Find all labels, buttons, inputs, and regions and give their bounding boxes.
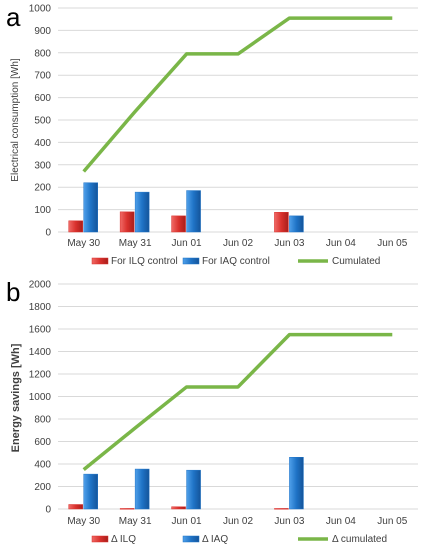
y-tick-label: 900 [34, 26, 51, 37]
x-tick-label: Jun 04 [326, 516, 356, 527]
x-tick-label: Jun 02 [223, 516, 253, 527]
bar-red [171, 506, 186, 510]
bar-blue [186, 190, 201, 233]
bar-red [274, 212, 289, 233]
x-tick-labels-a: May 30 May 31 Jun 01 Jun 02 Jun 03 Jun 04 Jun … [67, 238, 407, 249]
panel-label-a: a [6, 2, 21, 32]
y-tick-label: 200 [34, 183, 51, 194]
x-tick-label: May 31 [119, 238, 152, 249]
chart-panel-b: b Energy savings [Wh] 0 200 400 600 800 1000 1… [6, 277, 418, 545]
gridlines-a [58, 7, 418, 233]
y-tick-label: 0 [45, 228, 51, 239]
x-tick-label: Jun 03 [274, 238, 304, 249]
bar-blue [83, 182, 98, 233]
y-tick-label: 500 [34, 116, 51, 127]
y-tick-label: 100 [34, 205, 51, 216]
x-tick-label: May 30 [67, 238, 100, 249]
x-tick-label: Jun 01 [172, 238, 202, 249]
y-tick-label: 400 [34, 460, 51, 471]
y-tick-label: 600 [34, 93, 51, 104]
bar-blue [83, 473, 98, 510]
chart-panel-a: a Electrical consumption [Wh] 0 100 200 300… [6, 2, 418, 267]
legend-swatch [182, 535, 200, 543]
x-tick-label: Jun 03 [274, 516, 304, 527]
bar-blue [289, 457, 304, 510]
x-tick-label: Jun 04 [326, 238, 356, 249]
legend-swatch [182, 257, 200, 265]
x-tick-label: Jun 01 [172, 516, 202, 527]
bar-blue [289, 215, 304, 233]
legend-swatch [91, 535, 109, 543]
legend-a: For ILQ control For IAQ control Cumulated [91, 256, 380, 267]
y-tick-label: 1400 [29, 347, 52, 358]
x-tick-label: Jun 02 [223, 238, 253, 249]
y-axis-label-b: Energy savings [Wh] [10, 343, 22, 452]
legend-label: Δ ILQ [111, 534, 136, 545]
bar-red [119, 211, 135, 233]
legend-label: Δ IAQ [202, 534, 228, 545]
legend-label: For ILQ control [111, 256, 178, 267]
y-tick-label: 0 [45, 505, 51, 516]
bar-red [119, 508, 135, 510]
cumulated-line-b [82, 332, 393, 471]
legend-label: Cumulated [332, 256, 380, 267]
y-tick-label: 200 [34, 482, 51, 493]
bar-blue [134, 468, 150, 510]
legend-b: Δ ILQ Δ IAQ Δ cumulated [91, 534, 387, 545]
y-tick-label: 1000 [29, 4, 52, 15]
y-axis-label-a: Electrical consumption [Wh] [10, 58, 21, 182]
panel-label-b: b [6, 277, 20, 307]
bar-blue [134, 191, 150, 233]
legend-label: Δ cumulated [332, 534, 387, 545]
bar-blue [186, 469, 201, 510]
cumulated-line [82, 16, 393, 173]
y-tick-label: 300 [34, 160, 51, 171]
y-tick-label: 1600 [29, 325, 52, 336]
x-tick-label: May 31 [119, 516, 152, 527]
bar-red [274, 508, 289, 510]
y-tick-label: 1200 [29, 370, 52, 381]
y-tick-labels-b: 0 200 400 600 800 1000 1200 1400 1600 1800 2000 [29, 280, 52, 516]
bars-a [68, 182, 304, 233]
y-tick-label: 600 [34, 437, 51, 448]
y-tick-label: 1000 [29, 392, 52, 403]
cumulated-line [82, 332, 393, 471]
legend-label: For IAQ control [202, 256, 270, 267]
y-tick-label: 700 [34, 71, 51, 82]
cumulated-line-a [82, 16, 393, 173]
y-tick-label: 2000 [29, 280, 52, 291]
legend-swatch [91, 257, 109, 265]
y-tick-label: 800 [34, 48, 51, 59]
bar-red [171, 215, 186, 233]
x-tick-label: Jun 05 [377, 516, 407, 527]
bar-red [68, 220, 83, 233]
y-tick-label: 400 [34, 138, 51, 149]
x-tick-labels-b: May 30 May 31 Jun 01 Jun 02 Jun 03 Jun 04 Jun … [67, 516, 407, 527]
bar-red [68, 504, 83, 510]
y-tick-labels-a: 0 100 200 300 400 500 600 700 800 900 1000 [29, 4, 52, 239]
x-tick-label: May 30 [67, 516, 100, 527]
y-tick-label: 1800 [29, 302, 52, 313]
y-tick-label: 800 [34, 415, 51, 426]
gridlines-b [58, 283, 418, 510]
bars-b [68, 457, 304, 510]
x-tick-label: Jun 05 [377, 238, 407, 249]
